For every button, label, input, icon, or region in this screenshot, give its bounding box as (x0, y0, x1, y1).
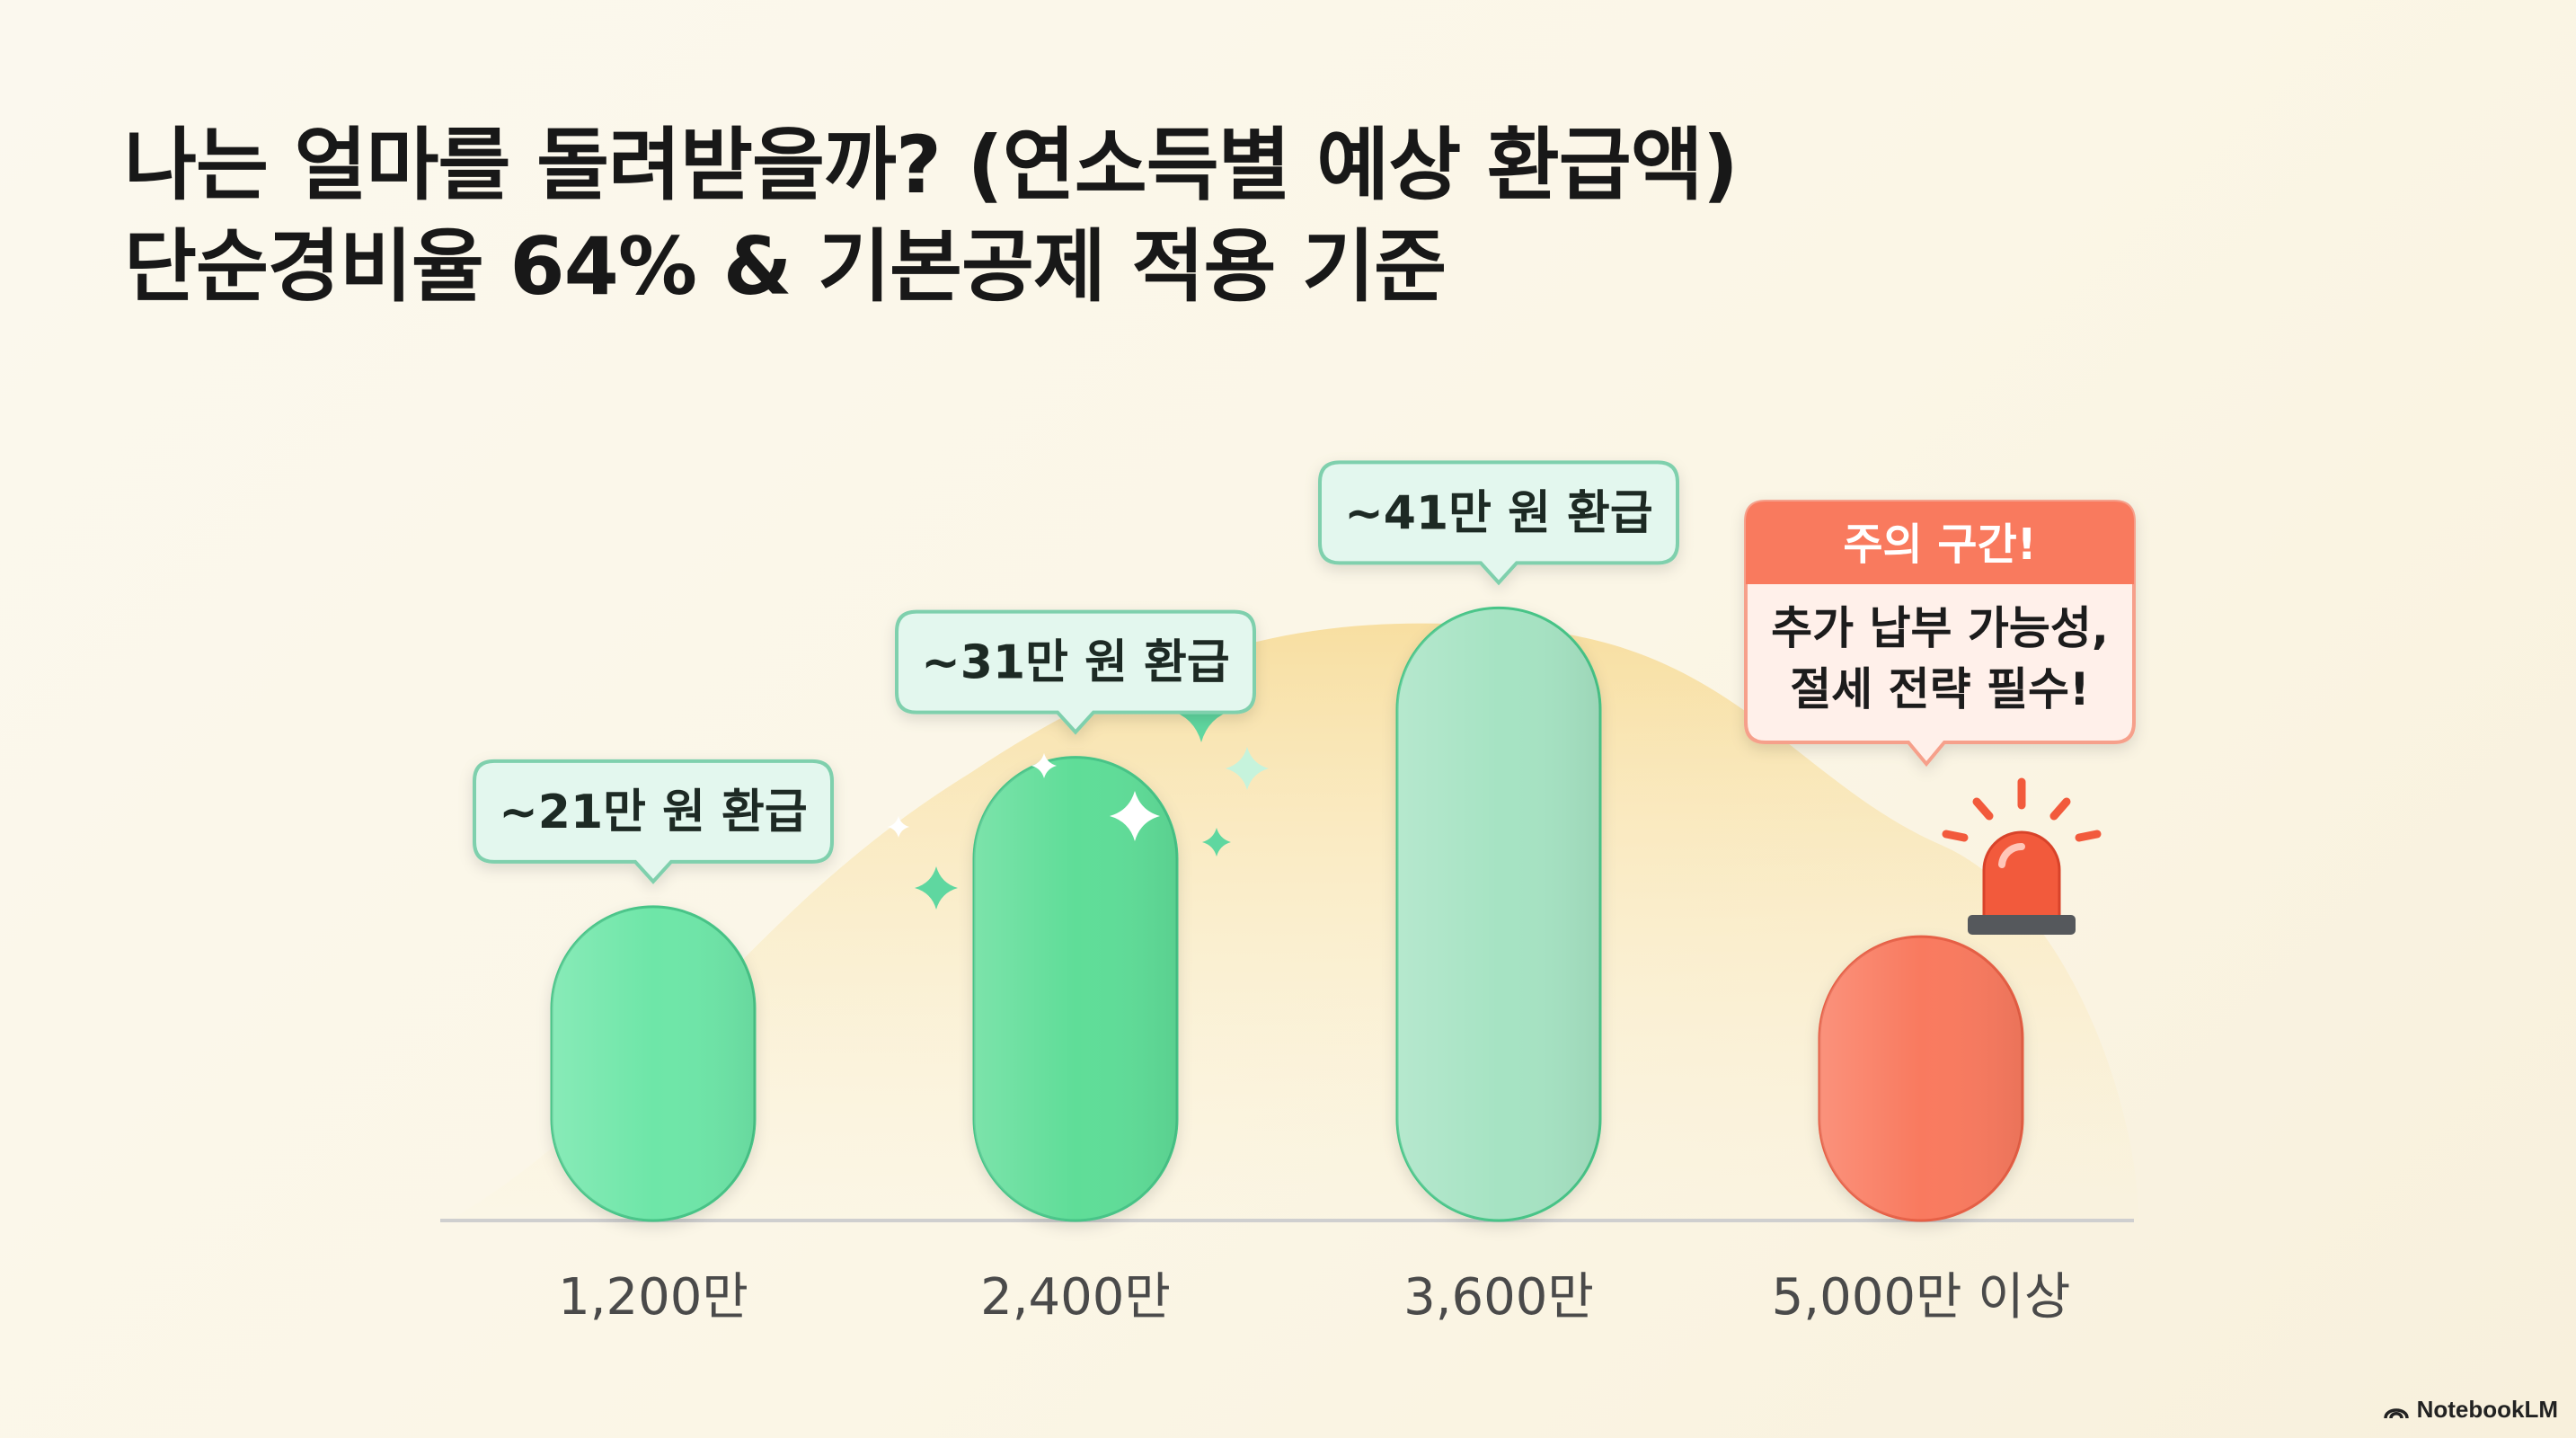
x-tick-label: 2,400만 (980, 1268, 1171, 1327)
title-line-1: 나는 얼마를 돌려받을까? (연소득별 예상 환급액) (124, 119, 1739, 211)
sparkle-icon (1202, 828, 1231, 857)
value-callout-3: ~41만 원 환급 (1318, 460, 1679, 586)
warning-line: 절세 전략 필수! (1790, 663, 2090, 715)
sparkle-icon (915, 866, 958, 910)
sparkle-icon (888, 816, 909, 838)
title-line-2: 단순경비율 64% & 기본공제 적용 기준 (124, 219, 1447, 313)
bar-2 (972, 756, 1179, 1222)
siren-icon (1942, 777, 2102, 935)
warning-callout: 주의 구간! 추가 납부 가능성, 절세 전략 필수! (1744, 500, 2136, 768)
sparkle-icon (1226, 747, 1269, 790)
value-label: ~41만 원 환급 (1344, 486, 1653, 540)
sparkle-icon (1031, 753, 1057, 778)
x-tick-label: 5,000만 이상 (1772, 1268, 2071, 1327)
value-label: ~21만 원 환급 (499, 786, 808, 839)
value-callout-1: ~21만 원 환급 (473, 759, 834, 884)
value-label: ~31만 원 환급 (921, 636, 1230, 690)
background-curve (449, 623, 2138, 1221)
bar-3 (1395, 606, 1602, 1222)
sparkle-icon (1110, 791, 1160, 841)
bar-1 (550, 905, 757, 1222)
watermark: NotebookLM (2383, 1396, 2558, 1424)
warning-heading: 주의 구간! (1843, 519, 2036, 570)
bar-4 (1818, 935, 2024, 1222)
warning-line: 추가 납부 가능성, (1771, 602, 2109, 654)
page-title: 나는 얼마를 돌려받을까? (연소득별 예상 환급액) 단순경비율 64% & … (124, 115, 1739, 317)
watermark-label: NotebookLM (2416, 1396, 2558, 1423)
x-tick-label: 3,600만 (1403, 1268, 1594, 1327)
value-callout-2: ~31만 원 환급 (895, 609, 1256, 735)
x-tick-label: 1,200만 (558, 1268, 748, 1327)
notebooklm-logo-icon (2383, 1407, 2409, 1418)
